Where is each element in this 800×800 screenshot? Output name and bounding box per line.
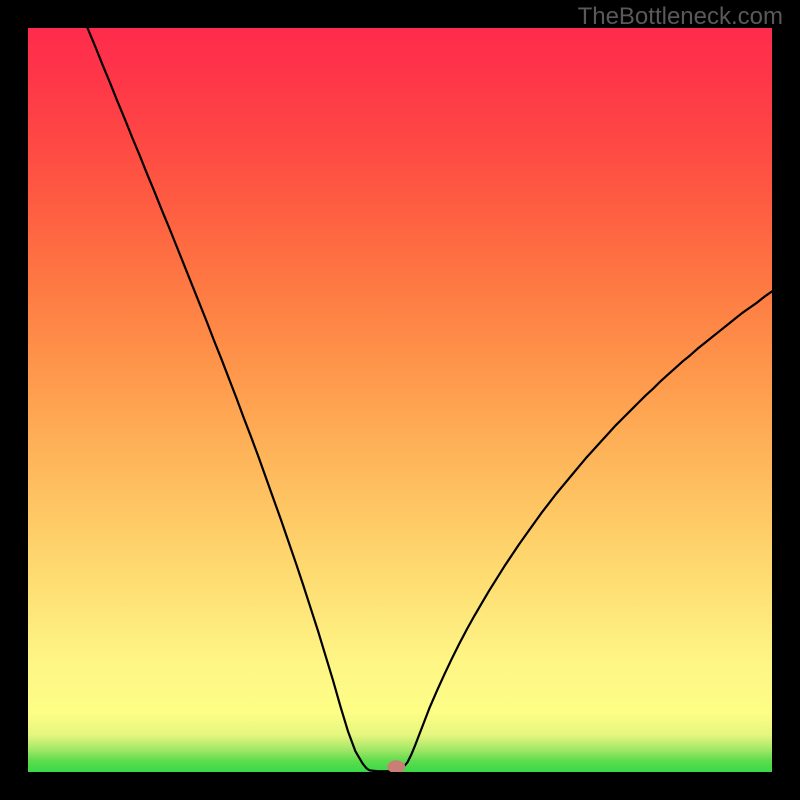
watermark-text: TheBottleneck.com: [578, 3, 783, 31]
chart-stage: TheBottleneck.com: [0, 0, 800, 800]
plot-area: [28, 28, 772, 772]
selected-point-marker: [28, 28, 772, 772]
